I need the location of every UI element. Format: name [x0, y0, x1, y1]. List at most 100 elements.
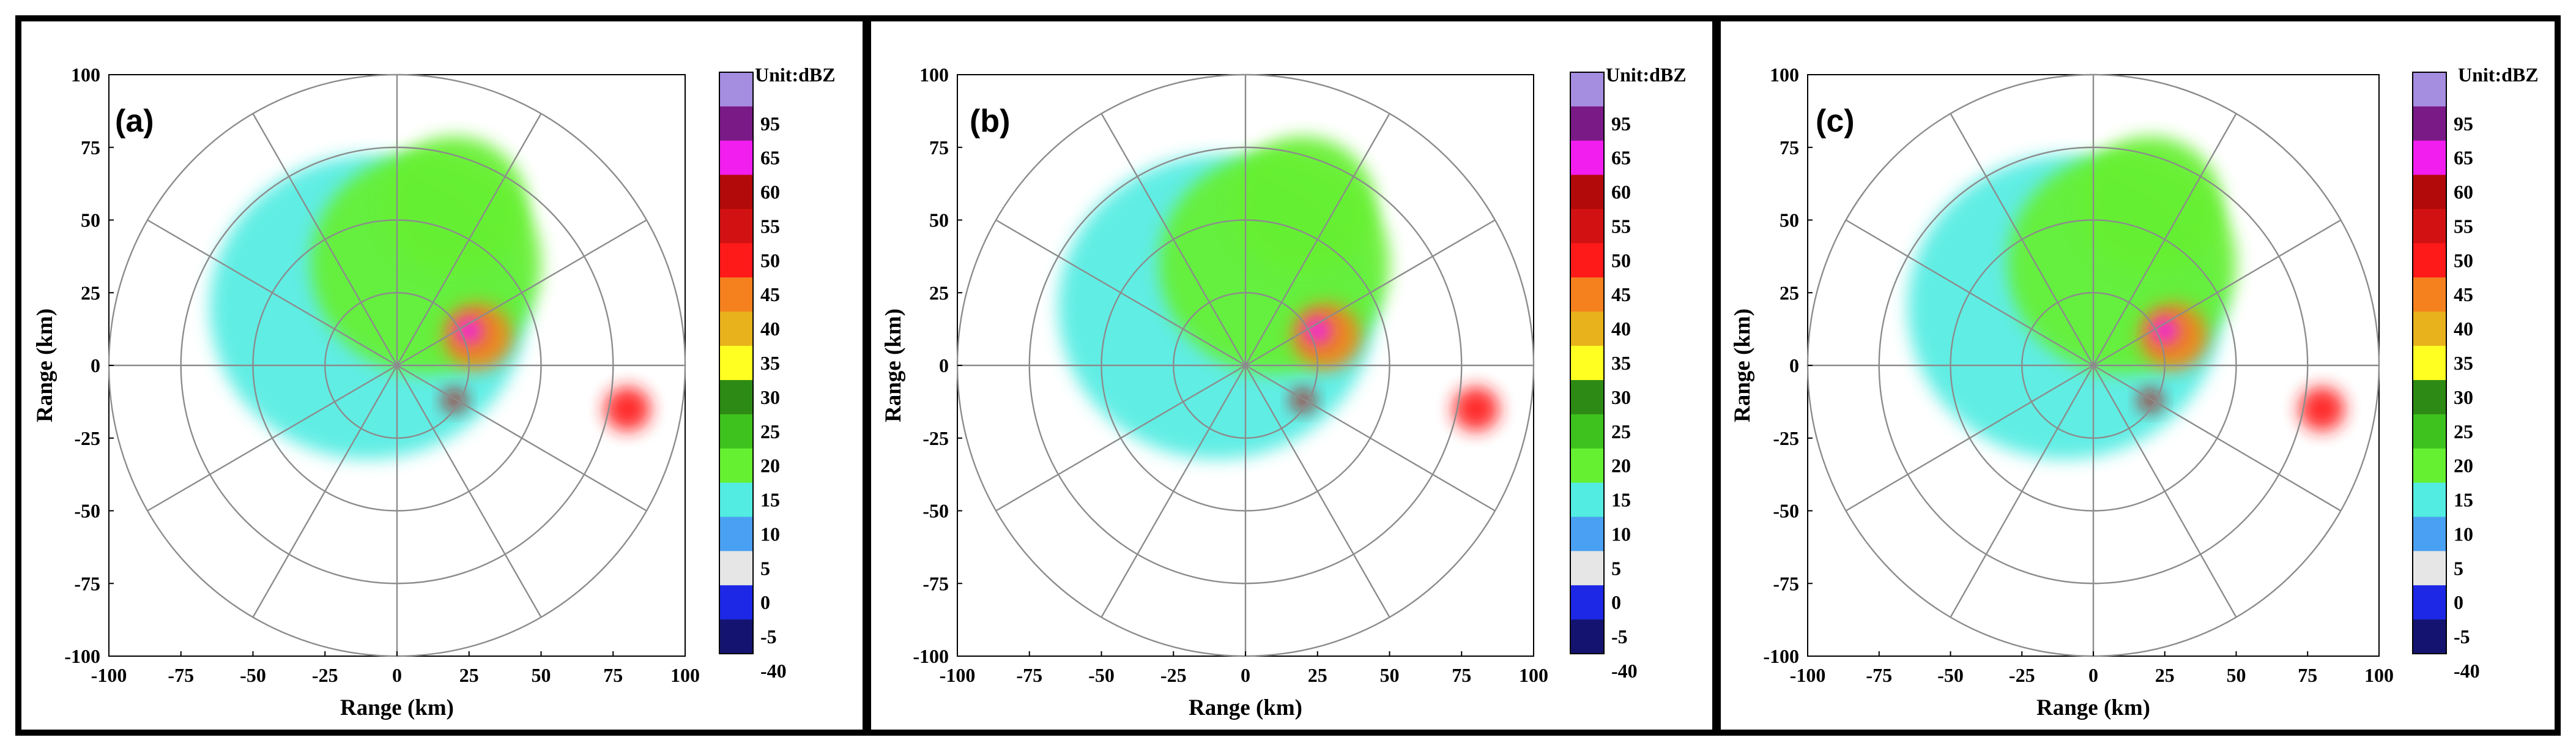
radial-spoke-b-150 [1244, 365, 1390, 618]
x-tick-label-b-7: 75 [1452, 664, 1471, 686]
colorbar-swatch-b-8 [1570, 346, 1604, 381]
colorbar-label-b-12: 10 [1611, 523, 1631, 545]
radial-spoke-b-30 [1244, 113, 1390, 366]
x-tick-labels-b: -100 -75 -50 -25 0 25 50 75 100 [940, 651, 1548, 686]
colorbar-label-a-7: 35 [760, 352, 780, 374]
colorbar-swatch-b-0 [1570, 72, 1604, 107]
y-tick-label-b-2: 50 [929, 209, 949, 231]
y-tick-labels-c: 100 75 50 25 0 -25 -50 -75 -100 [1763, 64, 1813, 667]
x-tick-label-a-6: 50 [532, 664, 551, 686]
colorbar-swatch-a-6 [719, 277, 753, 312]
x-tick-label-a-7: 75 [603, 664, 623, 686]
radial-spoke-a-150 [396, 365, 542, 618]
colorbar-label-a-11: 15 [760, 489, 780, 511]
y-tick-label-a-4: 0 [91, 354, 100, 376]
colorbar-label-a-9: 25 [760, 420, 780, 443]
y-tick-label-a-0: 100 [71, 64, 100, 86]
plot-area-c: (c) [1806, 73, 2380, 657]
x-tick-label-c-4: 0 [2088, 664, 2098, 686]
x-tick-label-b-8: 100 [1519, 664, 1548, 686]
y-tick-labels-a: 100 75 50 25 0 -25 -50 -75 -100 [64, 64, 114, 667]
x-axis-label-a: Range (km) [340, 695, 454, 720]
x-axis-label-b: Range (km) [1189, 695, 1302, 720]
colorbar-swatch-a-11 [719, 448, 753, 484]
reflectivity-region-a-3 [382, 136, 527, 275]
y-tick-label-a-7: -75 [74, 572, 100, 594]
colorbar-label-a-5: 45 [760, 283, 780, 305]
y-tick-label-c-2: 50 [1780, 209, 1799, 231]
colorbar-swatch-a-1 [719, 106, 753, 141]
y-tick-label-c-1: 75 [1780, 136, 1799, 159]
colorbar-swatch-c-10 [2413, 414, 2446, 449]
reflectivity-layer-b [1058, 136, 1499, 460]
radial-spoke-b-120 [1245, 364, 1496, 512]
y-axis-label-c: Range (km) [1730, 308, 1755, 422]
colorbar-swatch-c-9 [2413, 379, 2446, 415]
colorbar-label-b-13: 5 [1611, 557, 1621, 579]
x-tick-label-c-0: -100 [1790, 664, 1826, 686]
colorbar-swatch-c-14 [2413, 551, 2446, 586]
colorbar-swatch-c-2 [2413, 140, 2446, 176]
y-tick-label-c-7: -75 [1773, 572, 1799, 594]
colorbar-label-b-4: 50 [1611, 249, 1631, 271]
panel-label-b: (b) [970, 103, 1010, 139]
reflectivity-region-b-3 [1231, 136, 1375, 275]
colorbar-label-a-2: 60 [760, 181, 780, 203]
colorbar-swatch-c-8 [2413, 346, 2446, 381]
colorbar-label-a-15: -5 [760, 626, 777, 648]
colorbar-label-c-7: 35 [2454, 352, 2473, 374]
colorbar-swatch-c-16 [2413, 619, 2446, 654]
y-tick-label-c-8: -100 [1763, 645, 1799, 667]
reflectivity-region-c-3 [2079, 136, 2222, 275]
x-tick-label-a-3: -25 [312, 664, 338, 686]
x-tick-label-c-6: 50 [2227, 664, 2246, 686]
x-tick-label-b-3: -25 [1160, 664, 1187, 686]
colorbar-title-c: Unit:dBZ [2458, 64, 2539, 86]
y-tick-label-a-6: -50 [74, 500, 100, 522]
colorbar-label-c-16: -40 [2454, 660, 2480, 682]
panel-label-a: (a) [115, 103, 154, 139]
colorbar-swatch-b-6 [1570, 277, 1604, 312]
colorbar-label-a-4: 50 [760, 249, 780, 271]
reflectivity-region-c-5 [2150, 316, 2180, 345]
panel-c-border [1715, 15, 2561, 736]
colorbar-label-c-8: 30 [2454, 386, 2473, 408]
y-tick-label-b-4: 0 [939, 354, 949, 376]
colorbar-frame-b [1570, 72, 1605, 654]
colorbar-swatch-a-7 [719, 312, 753, 346]
colorbar-swatch-b-13 [1570, 517, 1604, 551]
x-tick-label-b-4: 0 [1241, 664, 1250, 686]
colorbar-label-a-12: 10 [760, 523, 780, 545]
radial-spokes-a [109, 75, 685, 656]
colorbar-label-c-4: 50 [2454, 249, 2473, 271]
x-axis-label-c: Range (km) [2036, 695, 2150, 720]
radial-spoke-a-330 [252, 113, 398, 366]
colorbar-label-b-14: 0 [1611, 591, 1621, 613]
colorbar-label-a-3: 55 [760, 215, 780, 237]
plot-area-a: (a) [108, 73, 686, 657]
x-tick-label-a-5: 25 [459, 664, 479, 686]
colorbar-swatch-c-12 [2413, 482, 2446, 517]
colorbar-label-c-5: 45 [2454, 283, 2473, 305]
x-tick-label-b-0: -100 [940, 664, 976, 686]
colorbar-label-c-1: 65 [2454, 147, 2473, 169]
colorbar-swatch-a-16 [719, 619, 753, 654]
colorbar-swatch-c-4 [2413, 209, 2446, 244]
reflectivity-layer-c [1907, 136, 2345, 460]
colorbar-swatch-c-5 [2413, 243, 2446, 278]
radial-spoke-a-60 [396, 219, 647, 367]
y-tick-label-b-1: 75 [929, 136, 949, 159]
colorbar-swatch-a-5 [719, 243, 753, 278]
y-tick-label-a-2: 50 [81, 209, 100, 231]
y-tick-label-a-1: 75 [81, 136, 100, 159]
colorbar-swatch-a-15 [719, 585, 753, 620]
radial-spoke-a-210 [252, 365, 398, 618]
y-tick-label-b-8: -100 [913, 645, 949, 667]
x-tick-labels-c: -100 -75 -50 -25 0 25 50 75 100 [1790, 651, 2394, 686]
radial-spoke-c-60 [2093, 219, 2342, 367]
radial-spoke-a-300 [147, 219, 398, 367]
colorbar-c [2412, 72, 2447, 654]
colorbar-swatch-c-15 [2413, 585, 2446, 620]
